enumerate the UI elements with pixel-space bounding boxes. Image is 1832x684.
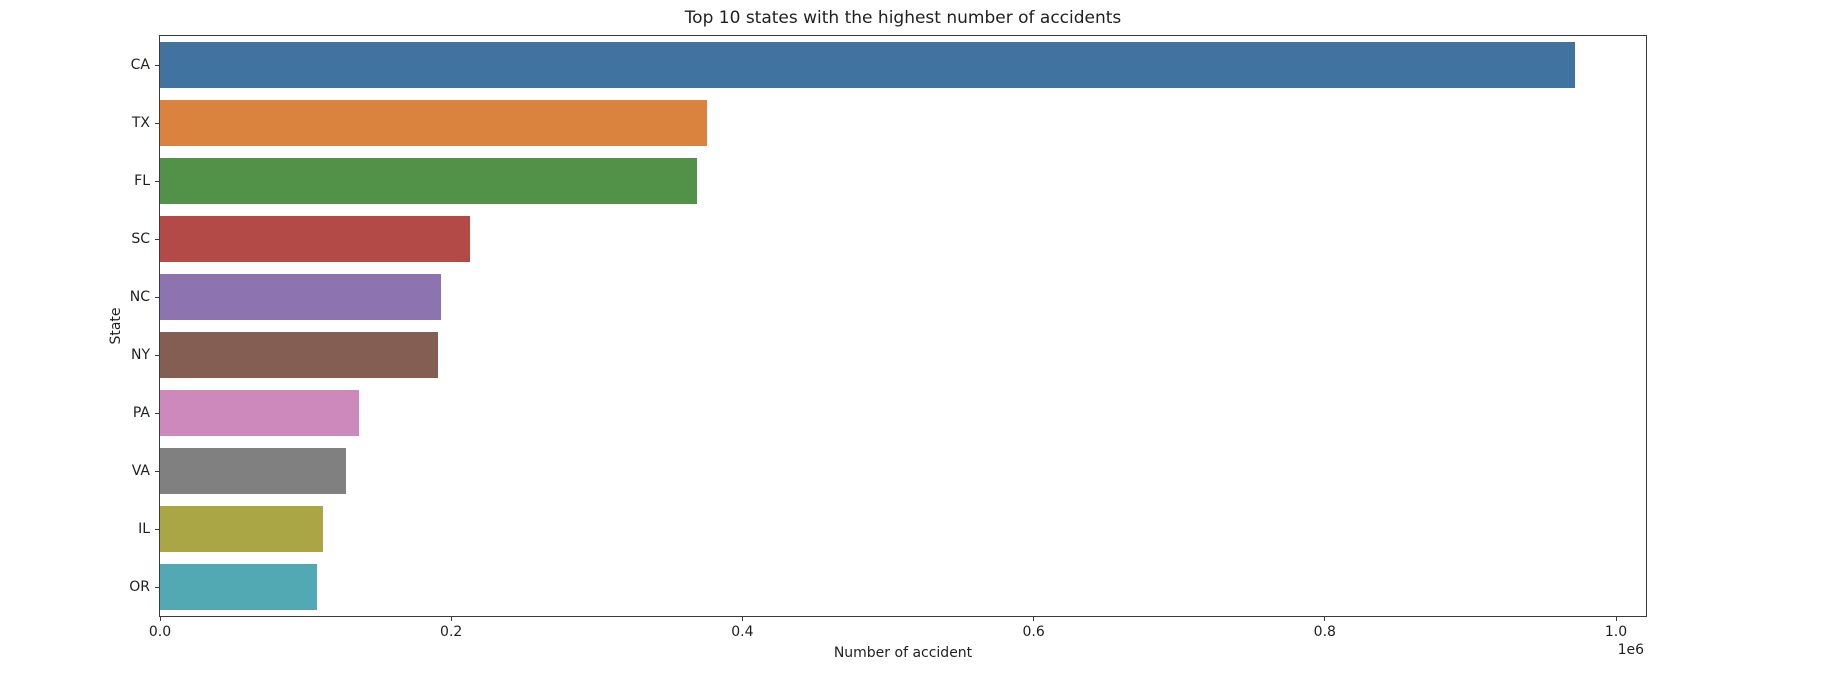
bar-or <box>160 563 318 611</box>
y-tick-mark <box>155 586 160 588</box>
x-tick-label-1.0: 1.0 <box>1604 624 1628 640</box>
y-tick-mark <box>155 64 160 66</box>
x-tick-mark <box>450 616 452 621</box>
x-tick-mark <box>1324 616 1326 621</box>
y-tick-label-va: VA <box>131 463 150 479</box>
chart-title: Top 10 states with the highest number of… <box>684 8 1122 28</box>
bar-tx <box>160 99 708 147</box>
y-tick-label-ny: NY <box>130 347 150 363</box>
y-tick-mark <box>155 354 160 356</box>
y-tick-mark <box>155 470 160 472</box>
y-tick-label-pa: PA <box>132 405 150 421</box>
y-tick-mark <box>155 238 160 240</box>
x-axis-offset-label: 1e6 <box>1617 642 1644 658</box>
y-tick-label-nc: NC <box>129 289 150 305</box>
y-tick-mark <box>155 412 160 414</box>
y-tick-mark <box>155 528 160 530</box>
bar-fl <box>160 157 698 205</box>
bar-pa <box>160 389 360 437</box>
y-axis-title: State <box>108 307 124 345</box>
x-tick-mark <box>1033 616 1035 621</box>
x-axis-title: Number of accident <box>833 645 973 661</box>
y-tick-mark <box>155 122 160 124</box>
x-tick-mark <box>1615 616 1617 621</box>
bar-nc <box>160 273 441 321</box>
y-tick-label-or: OR <box>129 579 150 595</box>
y-tick-mark <box>155 296 160 298</box>
x-tick-label-0.4: 0.4 <box>731 624 754 640</box>
bar-ny <box>160 331 439 379</box>
y-tick-label-sc: SC <box>131 231 150 247</box>
y-tick-label-fl: FL <box>134 173 150 189</box>
x-tick-label-0.0: 0.0 <box>148 624 172 640</box>
bar-ca <box>160 41 1576 89</box>
x-tick-mark <box>159 616 161 621</box>
y-tick-mark <box>155 180 160 182</box>
x-tick-label-0.6: 0.6 <box>1022 624 1045 640</box>
plot-area: State Number of accident 1e6 CA TX FL SC NC N… <box>108 35 1647 661</box>
x-tick-label-0.8: 0.8 <box>1313 624 1336 640</box>
y-tick-label-tx: TX <box>131 115 150 131</box>
x-tick-label-0.2: 0.2 <box>440 624 463 640</box>
bar-il <box>160 505 324 553</box>
bar-va <box>160 447 347 495</box>
y-tick-label-il: IL <box>138 521 150 537</box>
x-tick-mark <box>741 616 743 621</box>
y-tick-label-ca: CA <box>130 57 150 73</box>
bar-sc <box>160 215 471 263</box>
